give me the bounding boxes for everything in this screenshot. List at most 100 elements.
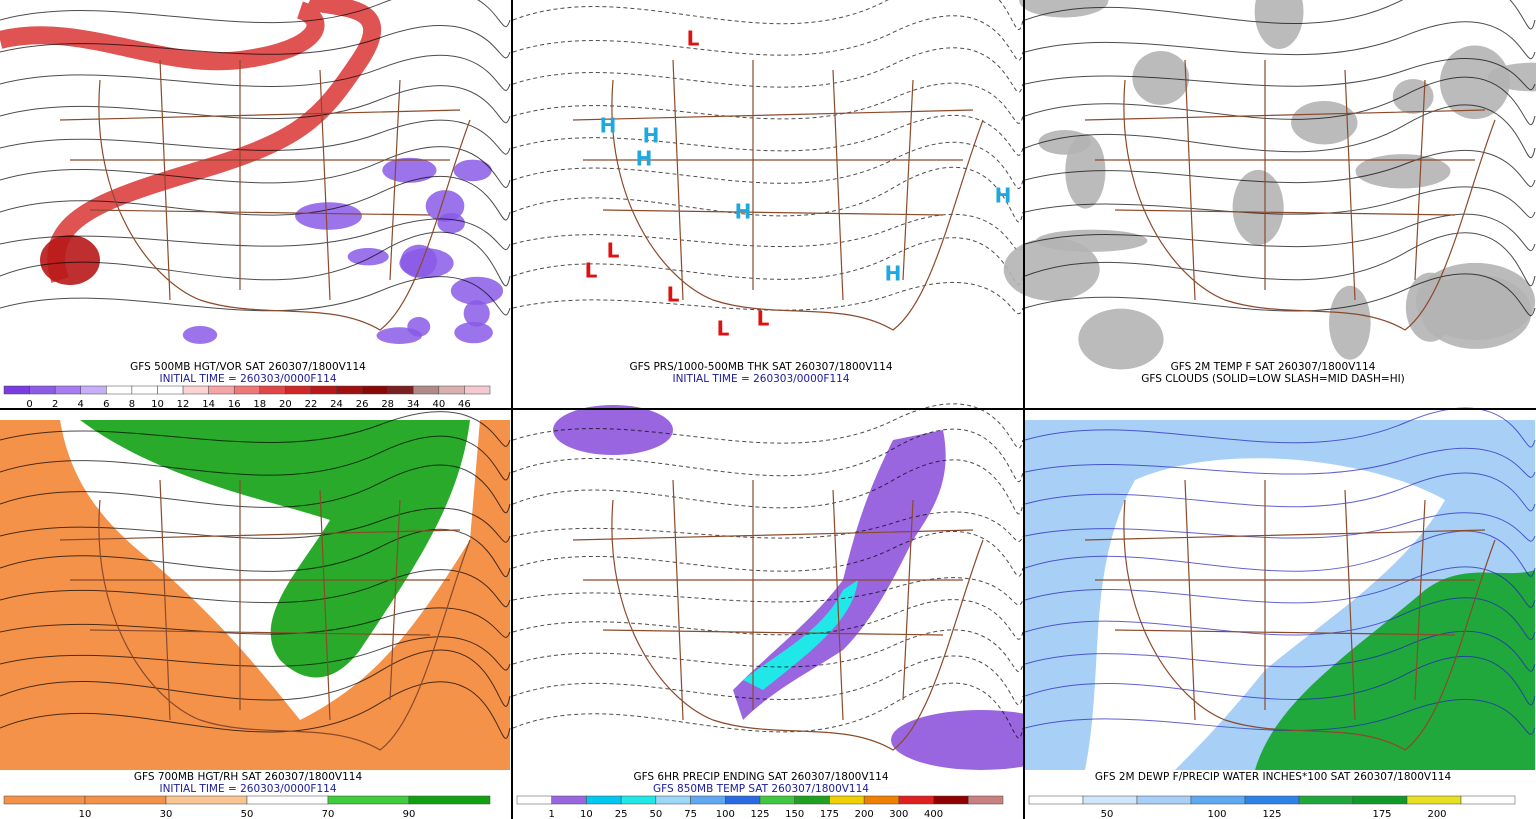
contour — [0, 435, 511, 481]
borders — [572, 59, 984, 331]
colorbar-segment — [829, 795, 865, 805]
field — [1232, 169, 1284, 246]
colorbar-segment — [361, 385, 388, 395]
colorbar-segment — [759, 795, 795, 805]
subcaption: INITIAL TIME = 260303/0000F114 — [159, 783, 336, 795]
colorbar-label: 10 — [151, 399, 164, 410]
colorbar-label: 1 — [549, 809, 555, 819]
colorbar-label: 10 — [79, 809, 92, 819]
colorbar-segment — [106, 385, 133, 395]
colorbar-segment — [968, 795, 1004, 805]
contour — [512, 682, 1024, 739]
contour — [512, 459, 1024, 515]
colorbar-label: 0 — [26, 399, 32, 410]
high-symbol: H — [636, 147, 653, 171]
field — [1328, 285, 1371, 360]
colorbar-segment — [336, 385, 363, 395]
colorbar-segment — [327, 795, 410, 805]
field — [553, 405, 673, 455]
contour — [1024, 186, 1536, 219]
field — [40, 235, 100, 285]
colorbar-segment — [29, 385, 56, 395]
contour — [0, 528, 511, 578]
colorbar-segment — [84, 795, 167, 805]
field — [453, 159, 492, 182]
contour — [0, 649, 511, 707]
colorbar-segment — [1082, 795, 1138, 805]
precip-heavy — [743, 580, 858, 690]
contour — [0, 85, 511, 124]
colorbar-segment — [725, 795, 761, 805]
contour — [1024, 58, 1536, 91]
panel: GFS 2M DEWP F/PRECIP WATER INCHES*100 SA… — [1024, 407, 1536, 819]
contour — [1024, 472, 1536, 512]
panel: GFS 6HR PRECIP ENDING SAT 260307/1800V11… — [512, 403, 1071, 819]
field — [450, 276, 504, 305]
colorbar-segment — [863, 795, 900, 805]
colorbar-label: 25 — [615, 809, 628, 819]
contour — [1024, 104, 1536, 159]
colorbar-label: 300 — [889, 809, 908, 819]
panel: GFS 500MB HGT/VOR SAT 260307/1800V114INI… — [0, 0, 511, 410]
colorbar-label: 90 — [403, 809, 416, 819]
rh-green — [80, 420, 470, 678]
colorbar-label: 125 — [1262, 809, 1281, 819]
field — [1392, 78, 1434, 114]
low-symbol: L — [687, 27, 700, 51]
high-symbol: H — [600, 114, 617, 138]
colorbar-label: 14 — [202, 399, 215, 410]
contour — [1024, 0, 1536, 30]
contour — [512, 115, 1024, 156]
colorbar-label: 30 — [160, 809, 173, 819]
high-symbol: H — [735, 200, 752, 224]
colorbar-segment — [182, 385, 209, 395]
colorbar-label: 125 — [750, 809, 769, 819]
colorbar-segment — [1136, 795, 1192, 805]
contour — [1024, 273, 1536, 316]
caption: GFS PRS/1000-500MB THK SAT 260307/1800V1… — [629, 361, 892, 373]
colorbar-label: 4 — [78, 399, 84, 410]
subcaption: INITIAL TIME = 260303/0000F114 — [159, 373, 336, 385]
contour — [512, 141, 1024, 189]
field — [1035, 229, 1148, 252]
colorbar-segment — [131, 385, 158, 395]
low-symbol: L — [717, 317, 730, 341]
field — [1291, 100, 1358, 145]
colorbar-segment — [933, 795, 969, 805]
contour — [512, 403, 1024, 449]
contour — [0, 507, 511, 543]
contour — [1024, 631, 1536, 672]
caption: GFS 2M TEMP F SAT 260307/1800V114 — [1171, 361, 1376, 373]
low-symbol: L — [585, 259, 598, 283]
colorbar-label: 50 — [649, 809, 662, 819]
contour — [1024, 150, 1536, 187]
field — [463, 300, 490, 327]
colorbar-segment — [794, 795, 830, 805]
low-symbol: L — [757, 307, 770, 331]
contour — [0, 411, 511, 447]
contour — [1024, 232, 1536, 287]
panel: GFS 700MB HGT/RH SAT 260307/1800V114INIT… — [0, 411, 511, 819]
contour — [512, 214, 1024, 251]
contour — [1024, 407, 1536, 448]
contour — [1024, 530, 1536, 577]
contour — [0, 276, 511, 316]
contour — [0, 464, 511, 514]
subcaption: INITIAL TIME = 260303/0000F114 — [672, 373, 849, 385]
colorbar-segment — [54, 385, 81, 395]
contour — [512, 577, 1024, 606]
contour — [0, 569, 511, 608]
colorbar-label: 50 — [241, 809, 254, 819]
contour — [1024, 566, 1536, 608]
caption: GFS 500MB HGT/VOR SAT 260307/1800V114 — [130, 361, 366, 373]
colorbar-label: 6 — [103, 399, 109, 410]
colorbar-segment — [3, 795, 86, 805]
contour — [512, 629, 1024, 672]
borders — [1084, 479, 1496, 751]
colorbar-segment — [551, 795, 587, 805]
field — [454, 321, 493, 344]
contour — [512, 511, 1024, 542]
